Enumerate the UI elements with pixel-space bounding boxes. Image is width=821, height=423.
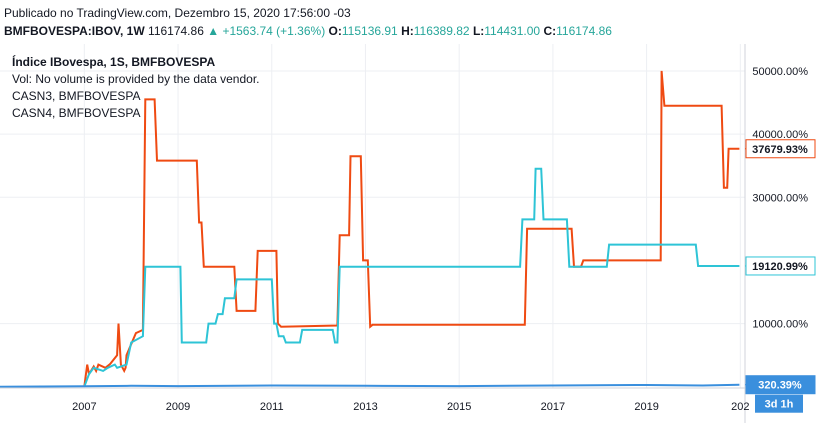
y-tick-label: 30000.00% bbox=[752, 192, 808, 204]
badge-label-casn4: 37679.93% bbox=[752, 144, 808, 156]
y-tick-label: 50000.00% bbox=[752, 66, 808, 78]
x-tick-label: 202 bbox=[731, 401, 749, 413]
grid bbox=[0, 44, 745, 388]
legend-volume: Vol: No volume is provided by the data v… bbox=[12, 72, 259, 86]
x-tick-label: 2013 bbox=[353, 401, 377, 413]
x-axis-ticks[interactable]: 2007 2009 2011 2013 2015 2017 2019 202 bbox=[72, 401, 749, 413]
low-value: 114431.00 bbox=[484, 24, 541, 38]
badge-label-ibov: 320.39% bbox=[758, 380, 802, 392]
last-price: 116174.86 bbox=[148, 24, 204, 38]
ohlc-line: BMFBOVESPA:IBOV, 1W 116174.86 ▲ +1563.74… bbox=[4, 24, 612, 38]
high-value: 116389.82 bbox=[413, 24, 470, 38]
series-lines bbox=[0, 70, 740, 388]
x-tick-label: 2009 bbox=[166, 401, 190, 413]
open-value: 115136.91 bbox=[341, 24, 398, 38]
close-label: C: bbox=[543, 24, 557, 38]
series-line-casn4 bbox=[83, 70, 740, 387]
badge-box-ibov bbox=[745, 375, 816, 395]
y-tick-label: 40000.00% bbox=[752, 129, 808, 141]
x-tick-label: 2019 bbox=[634, 401, 658, 413]
legend-series-casn4[interactable]: CASN4, BMFBOVESPA bbox=[12, 106, 140, 120]
change-arrow-icon: ▲ bbox=[207, 24, 220, 38]
low-label: L: bbox=[472, 24, 485, 38]
legend-title: Índice IBovespa, 1S, BMFBOVESPA bbox=[12, 54, 215, 69]
close-value: 116174.86 bbox=[556, 24, 612, 38]
y-tick-label: 10000.00% bbox=[752, 319, 808, 331]
x-tick-label: 2015 bbox=[447, 401, 471, 413]
symbol-title: BMFBOVESPA:IBOV, 1W bbox=[4, 24, 145, 38]
badge-label-casn3: 19120.99% bbox=[752, 261, 808, 273]
header: Publicado no TradingView.com, Dezembro 1… bbox=[0, 0, 821, 44]
countdown-badge bbox=[755, 394, 803, 413]
x-tick-label: 2017 bbox=[541, 401, 565, 413]
high-label: H: bbox=[401, 24, 414, 38]
badge-box-casn4 bbox=[745, 139, 816, 159]
open-label: O: bbox=[328, 24, 342, 38]
countdown-label: 3d 1h bbox=[765, 399, 794, 411]
price-badges: 37679.93% 19120.99% 320.39% 3d 1h bbox=[745, 139, 816, 413]
y-axis-ticks[interactable]: 50000.00% 40000.00% 30000.00% 10000.00% bbox=[752, 66, 808, 331]
x-tick-label: 2007 bbox=[72, 401, 96, 413]
x-tick-label: 2011 bbox=[260, 401, 284, 413]
chart-background bbox=[0, 44, 821, 423]
published-line: Publicado no TradingView.com, Dezembro 1… bbox=[4, 6, 351, 20]
badge-box-casn3 bbox=[745, 256, 816, 276]
legend-series-casn3[interactable]: CASN3, BMFBOVESPA bbox=[12, 89, 140, 103]
legend: Índice IBovespa, 1S, BMFBOVESPA Vol: No … bbox=[12, 54, 259, 120]
price-chart[interactable]: 50000.00% 40000.00% 30000.00% 10000.00% 200… bbox=[0, 44, 821, 423]
series-line-casn3 bbox=[83, 167, 740, 388]
series-line-ibov bbox=[0, 383, 740, 388]
price-change: +1563.74 (+1.36%) bbox=[222, 24, 326, 38]
